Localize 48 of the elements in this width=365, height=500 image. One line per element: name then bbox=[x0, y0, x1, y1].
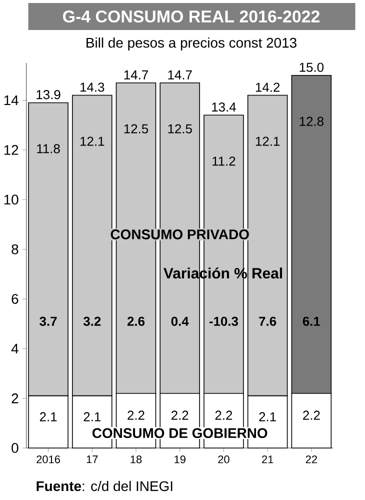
series-label: CONSUMO PRIVADO bbox=[110, 229, 249, 240]
data-label: 2.2 bbox=[215, 410, 232, 420]
y-tick-label: 6 bbox=[12, 294, 18, 304]
x-tick-label: 2016 bbox=[36, 456, 60, 464]
data-label: 2.2 bbox=[128, 410, 144, 420]
data-label: 12.1 bbox=[80, 136, 104, 146]
total-label: 14.7 bbox=[168, 70, 192, 80]
data-label: 2.2 bbox=[302, 410, 320, 420]
data-label: 11.8 bbox=[37, 144, 60, 154]
data-label: 2.2 bbox=[171, 410, 188, 420]
x-tick-label: 17 bbox=[86, 456, 98, 464]
y-tick-label: 12 bbox=[4, 145, 18, 155]
annotation: 7.6 bbox=[258, 316, 276, 326]
annotation: -10.3 bbox=[209, 316, 238, 326]
chart-title: G-4 CONSUMO REAL 2016-2022 bbox=[62, 10, 320, 22]
y-tick-label: 4 bbox=[11, 344, 18, 354]
series-label: CONSUMO DE GOBIERNO bbox=[92, 428, 268, 438]
data-label: 12.1 bbox=[256, 136, 280, 146]
y-tick-label: 0 bbox=[11, 443, 18, 453]
data-label: 11.2 bbox=[212, 156, 236, 166]
data-label: 2.1 bbox=[259, 412, 276, 422]
total-label: 13.9 bbox=[36, 90, 60, 100]
annotation: 3.2 bbox=[83, 316, 100, 326]
x-tick-label: 22 bbox=[306, 456, 317, 464]
y-tick-label: 14 bbox=[4, 95, 18, 106]
x-tick-label: 18 bbox=[130, 456, 142, 464]
total-label: 14.3 bbox=[80, 82, 104, 92]
data-label: 2.1 bbox=[40, 412, 57, 422]
total-label: 14.7 bbox=[124, 70, 148, 80]
annotation: 3.7 bbox=[39, 316, 57, 326]
y-tick-label: 8 bbox=[12, 244, 18, 254]
total-label: 15.0 bbox=[300, 62, 324, 72]
data-label: 12.8 bbox=[300, 116, 324, 126]
x-tick-label: 21 bbox=[262, 456, 273, 464]
annotation: 0.4 bbox=[171, 316, 189, 326]
total-label: 13.4 bbox=[212, 102, 236, 112]
annotation: 6.1 bbox=[302, 316, 320, 326]
annotation: 2.6 bbox=[127, 316, 144, 326]
data-label: 12.5 bbox=[168, 124, 192, 134]
y-tick-label: 10 bbox=[4, 194, 18, 205]
data-label: 2.1 bbox=[84, 412, 100, 422]
x-tick-label: 20 bbox=[218, 456, 230, 464]
y-tick-label: 2 bbox=[12, 393, 18, 404]
x-tick-label: 19 bbox=[174, 456, 186, 464]
total-label: 14.2 bbox=[256, 82, 280, 92]
text: Fuente: c/d del INEGI bbox=[36, 480, 172, 492]
data-label: 12.5 bbox=[124, 124, 148, 134]
chart-subtitle: Bill de pesos a precios const 2013 bbox=[86, 37, 296, 50]
